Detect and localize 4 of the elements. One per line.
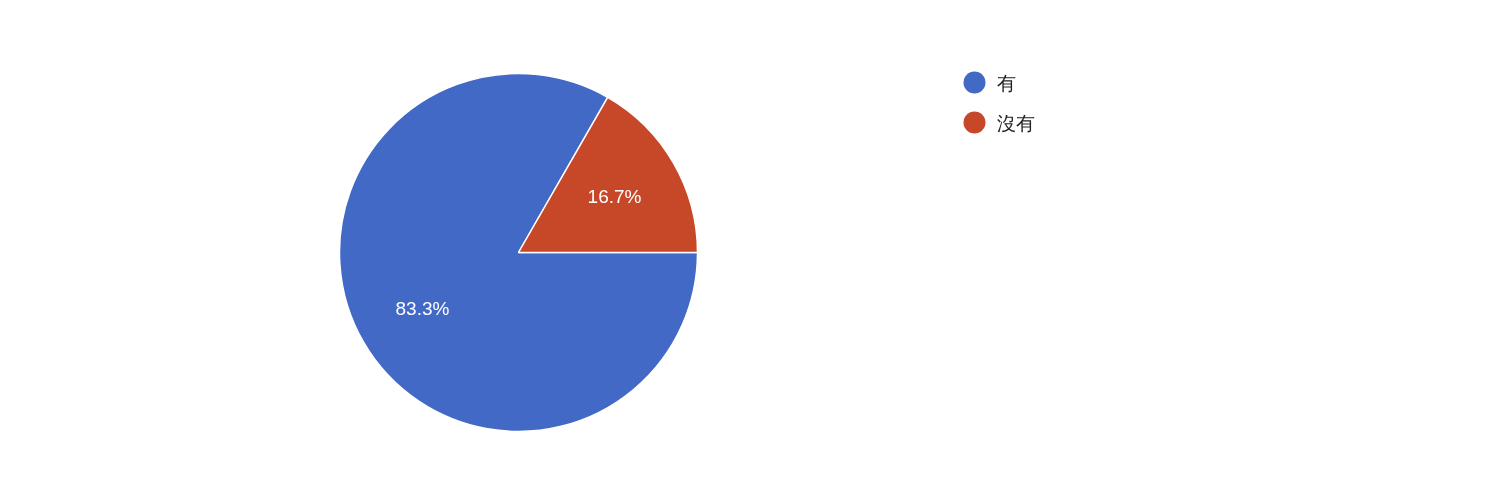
legend-label: 沒有 xyxy=(996,111,1035,134)
legend-label: 有 xyxy=(996,71,1016,94)
data-label: 83.3% xyxy=(395,297,450,319)
data-label: 16.7% xyxy=(587,186,642,208)
